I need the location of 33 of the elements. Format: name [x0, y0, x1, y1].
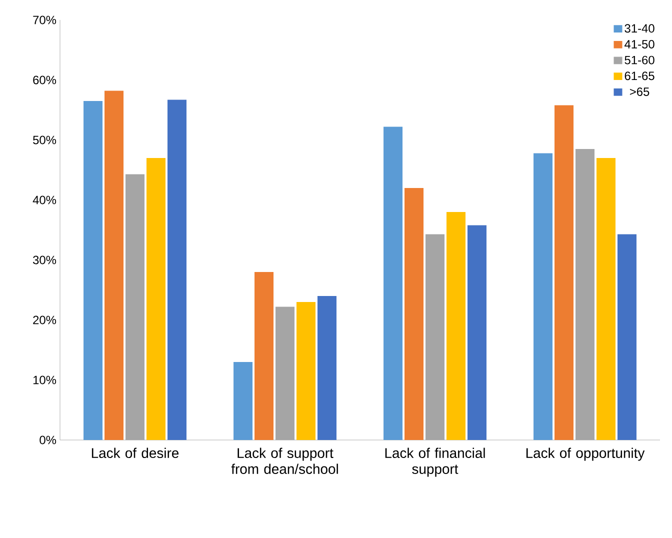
legend-label: 61-65: [624, 72, 654, 80]
bar: [404, 188, 424, 440]
bar: [384, 126, 403, 440]
bar: [104, 90, 124, 440]
bar: [167, 100, 186, 440]
bar: [84, 100, 103, 440]
y-tick-label: 50%: [33, 136, 56, 144]
bar: [554, 105, 574, 440]
bar: [596, 158, 616, 440]
y-tick-label: 0%: [40, 436, 56, 444]
bar: [617, 234, 636, 440]
bar: [534, 153, 553, 440]
y-tick-label: 10%: [33, 376, 56, 384]
bar: [446, 212, 466, 440]
x-tick-label: Lack of support from dean/school: [231, 448, 338, 474]
legend-label: 31-40: [624, 24, 654, 33]
y-tick-label: 60%: [33, 76, 56, 84]
x-tick-label: Lack of desire: [92, 448, 179, 458]
x-tick-label: Lack of opportunity: [526, 448, 645, 461]
legend-label: 51-60: [624, 56, 654, 64]
bar: [467, 225, 486, 440]
y-tick-label: 20%: [33, 316, 56, 324]
y-tick-label: 30%: [33, 256, 56, 264]
bar: [296, 302, 316, 440]
x-tick-label: Lack of financial support: [385, 448, 485, 477]
y-tick-label: 70%: [33, 16, 56, 24]
y-tick-label: 40%: [32, 196, 56, 204]
legend-label: 41-50: [624, 40, 654, 48]
bar: [254, 272, 274, 440]
bar: [146, 158, 166, 440]
bar: [234, 362, 253, 440]
legend-label: >65: [630, 87, 650, 96]
bar: [317, 296, 336, 440]
